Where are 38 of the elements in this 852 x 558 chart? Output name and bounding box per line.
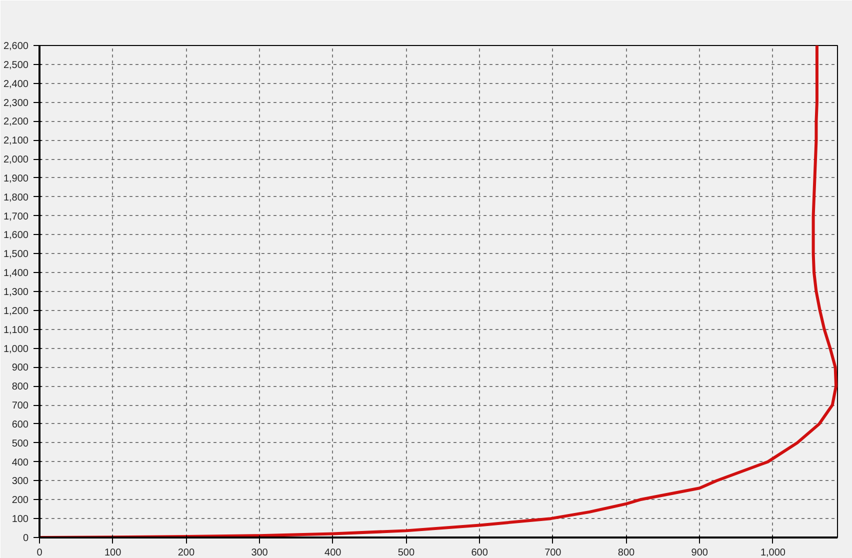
y-tick-label: 0 <box>22 533 29 544</box>
y-tick-label: 2,200 <box>3 116 29 128</box>
x-tick-label: 600 <box>471 548 488 558</box>
y-tick-label: 600 <box>12 419 29 430</box>
x-tick-label: 500 <box>398 548 416 558</box>
y-tick-label: 2,100 <box>3 136 29 147</box>
x-tick-label: 0 <box>36 548 43 558</box>
y-tick-label: 1,300 <box>3 287 29 298</box>
y-tick-label: 100 <box>12 514 29 526</box>
x-tick-label: 100 <box>104 548 122 558</box>
y-tick-label: 2,300 <box>3 98 29 109</box>
y-tick-label: 900 <box>12 362 29 374</box>
y-tick-label: 1,400 <box>3 268 29 280</box>
y-tick-label: 1,800 <box>3 192 29 204</box>
y-tick-label: 1,100 <box>3 324 29 336</box>
y-tick-label: 700 <box>12 400 29 412</box>
y-tick-label: 2,000 <box>3 154 29 166</box>
x-tick-label: 200 <box>178 548 195 558</box>
y-tick-label: 400 <box>12 457 29 468</box>
y-tick-label: 2,400 <box>3 78 29 90</box>
y-tick-label: 1,200 <box>3 306 29 317</box>
y-tick-label: 1,600 <box>3 230 29 242</box>
y-tick-label: 1,900 <box>3 173 29 184</box>
x-tick-label: 700 <box>544 548 562 558</box>
x-tick-label: 300 <box>251 548 268 558</box>
y-tick-label: 300 <box>12 476 29 488</box>
x-tick-label: 400 <box>324 548 342 558</box>
y-tick-label: 2,500 <box>3 60 29 71</box>
x-tick-label: 900 <box>691 548 708 558</box>
y-tick-label: 1,000 <box>3 344 29 355</box>
y-tick-label: 200 <box>12 495 29 506</box>
y-tick-label: 800 <box>12 382 29 393</box>
y-tick-label: 1,700 <box>3 211 29 222</box>
x-tick-label: 800 <box>618 548 636 558</box>
y-tick-label: 2,600 <box>3 41 29 52</box>
y-tick-label: 1,500 <box>3 249 29 260</box>
x-tick-label: 1,000 <box>760 548 786 558</box>
y-tick-label: 500 <box>12 438 29 450</box>
